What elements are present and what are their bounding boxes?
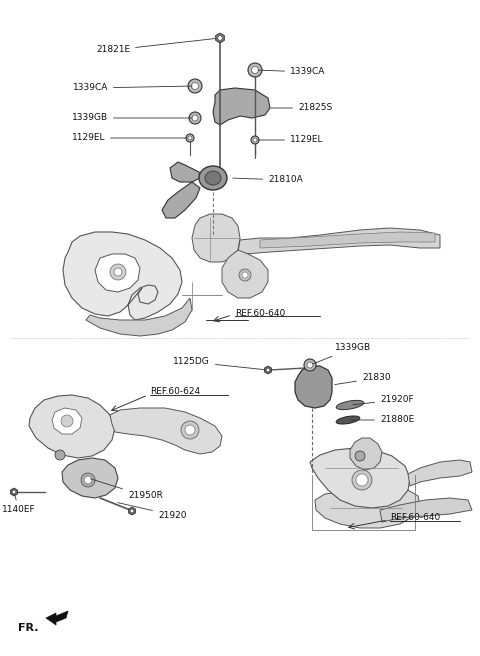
Circle shape (185, 425, 195, 435)
Polygon shape (310, 448, 410, 508)
Polygon shape (86, 298, 192, 336)
Polygon shape (238, 228, 440, 254)
Polygon shape (52, 408, 82, 434)
Circle shape (352, 470, 372, 490)
Polygon shape (408, 460, 472, 486)
Circle shape (304, 359, 316, 371)
Circle shape (252, 66, 259, 73)
Polygon shape (29, 395, 115, 458)
Circle shape (189, 112, 201, 124)
Text: 1339CA: 1339CA (258, 68, 325, 77)
Ellipse shape (336, 416, 360, 424)
Polygon shape (95, 254, 140, 292)
Text: 21920F: 21920F (353, 396, 414, 405)
Ellipse shape (199, 166, 227, 190)
Circle shape (130, 509, 134, 513)
Text: 1339CA: 1339CA (72, 83, 192, 92)
Circle shape (192, 115, 198, 121)
Text: 1339GB: 1339GB (72, 113, 192, 123)
Circle shape (114, 268, 122, 276)
Circle shape (218, 35, 222, 40)
Text: 21810A: 21810A (233, 176, 303, 184)
Circle shape (239, 269, 251, 281)
Circle shape (248, 63, 262, 77)
Circle shape (110, 264, 126, 280)
Polygon shape (260, 232, 435, 248)
Text: 1129EL: 1129EL (72, 134, 187, 142)
Text: 21880E: 21880E (351, 415, 414, 424)
Circle shape (188, 79, 202, 93)
Text: 1129EL: 1129EL (258, 136, 324, 144)
Text: 1339GB: 1339GB (312, 344, 371, 364)
Polygon shape (46, 611, 68, 625)
Circle shape (266, 368, 270, 372)
Circle shape (307, 362, 313, 368)
Circle shape (181, 421, 199, 439)
Circle shape (253, 138, 257, 142)
Polygon shape (213, 88, 270, 125)
Ellipse shape (205, 171, 221, 185)
Circle shape (188, 136, 192, 140)
Circle shape (55, 450, 65, 460)
Circle shape (192, 83, 199, 89)
Polygon shape (222, 250, 268, 298)
Polygon shape (192, 214, 240, 262)
Text: REF.60-640: REF.60-640 (390, 514, 440, 522)
Text: REF.60-624: REF.60-624 (150, 388, 200, 396)
Circle shape (61, 415, 73, 427)
Circle shape (356, 474, 368, 486)
Circle shape (12, 490, 16, 494)
Polygon shape (62, 458, 118, 498)
Text: 1140EF: 1140EF (2, 495, 36, 514)
Polygon shape (129, 507, 135, 515)
Polygon shape (162, 182, 200, 218)
Circle shape (81, 473, 95, 487)
Text: FR.: FR. (18, 623, 38, 633)
Circle shape (84, 476, 92, 484)
Polygon shape (264, 366, 272, 374)
Text: 1125DG: 1125DG (173, 358, 265, 370)
Text: 21830: 21830 (335, 373, 391, 384)
Ellipse shape (336, 400, 364, 409)
Polygon shape (11, 488, 17, 496)
Text: 21950R: 21950R (91, 479, 163, 501)
Polygon shape (170, 162, 200, 182)
Polygon shape (380, 498, 472, 522)
Circle shape (251, 136, 259, 144)
Polygon shape (350, 438, 382, 470)
Circle shape (242, 272, 248, 278)
Text: 21821E: 21821E (96, 38, 217, 54)
Polygon shape (63, 232, 182, 320)
Polygon shape (315, 490, 420, 528)
Circle shape (355, 451, 365, 461)
Circle shape (186, 134, 194, 142)
Polygon shape (295, 366, 332, 408)
Text: 21920: 21920 (118, 502, 187, 520)
Text: REF.60-640: REF.60-640 (235, 308, 285, 318)
Polygon shape (216, 33, 224, 43)
Polygon shape (110, 408, 222, 454)
Text: 21825S: 21825S (271, 104, 332, 112)
